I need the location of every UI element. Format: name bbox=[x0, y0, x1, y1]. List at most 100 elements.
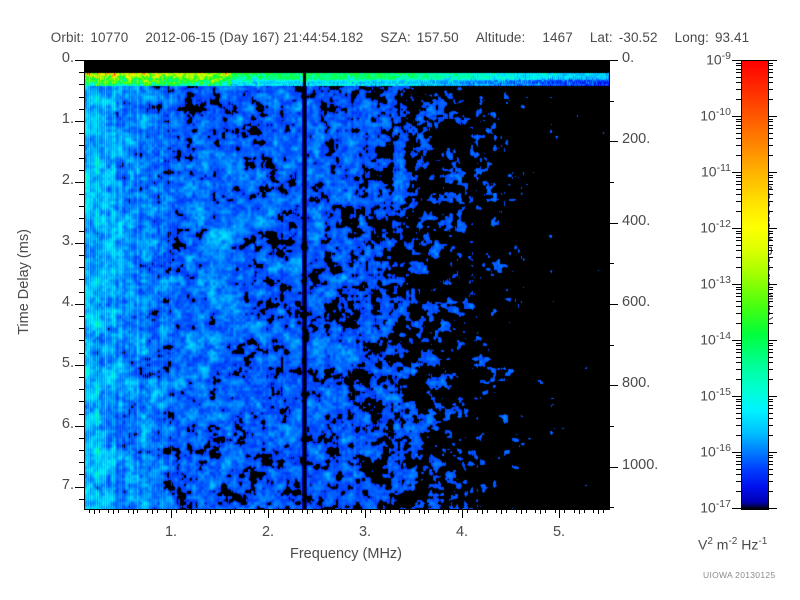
x-fine-tick bbox=[176, 509, 177, 513]
x-fine-tick bbox=[438, 509, 439, 513]
y-left-minor-tick bbox=[79, 316, 84, 317]
x-major-tick bbox=[462, 509, 463, 518]
x-fine-tick bbox=[283, 509, 284, 513]
colorbar-minor-tick-right bbox=[768, 245, 773, 246]
longitude-label: Long: bbox=[674, 30, 709, 45]
colorbar-minor-tick-left bbox=[736, 145, 741, 146]
y-left-major-tick bbox=[75, 487, 84, 488]
colorbar-minor-tick-left bbox=[736, 121, 741, 122]
colorbar-minor-tick-right bbox=[768, 201, 773, 202]
x-minor-tick bbox=[443, 509, 444, 514]
x-minor-tick bbox=[424, 509, 425, 514]
y-right-tick-label: 200. bbox=[622, 131, 651, 147]
colorbar-minor-tick-right bbox=[768, 323, 773, 324]
y-left-minor-tick bbox=[79, 438, 84, 439]
colorbar-minor-tick-right bbox=[768, 455, 773, 456]
colorbar-minor-tick-right bbox=[768, 491, 773, 492]
x-fine-tick bbox=[205, 509, 206, 513]
colorbar-minor-tick-right bbox=[768, 189, 773, 190]
colorbar-minor-tick-right bbox=[768, 82, 773, 83]
y-left-minor-tick bbox=[79, 499, 84, 500]
colorbar-minor-tick-right bbox=[768, 175, 773, 176]
colorbar-minor-tick-left bbox=[736, 293, 741, 294]
colorbar-minor-tick-right bbox=[768, 119, 773, 120]
colorbar-major-tick-right bbox=[768, 452, 777, 453]
colorbar-major-tick-right bbox=[768, 116, 777, 117]
colorbar-minor-tick-left bbox=[736, 237, 741, 238]
colorbar-minor-tick-right bbox=[768, 418, 773, 419]
x-fine-tick bbox=[147, 509, 148, 513]
altitude-label: Altitude: bbox=[475, 30, 526, 45]
y-left-minor-tick bbox=[79, 194, 84, 195]
colorbar-minor-tick-left bbox=[736, 99, 741, 100]
colorbar-major-tick-right bbox=[768, 396, 777, 397]
latitude-value: -30.52 bbox=[618, 30, 658, 45]
colorbar-minor-tick-left bbox=[736, 128, 741, 129]
colorbar-minor-tick-left bbox=[736, 184, 741, 185]
x-axis-title: Frequency (MHz) bbox=[290, 546, 402, 562]
x-minor-tick bbox=[521, 509, 522, 514]
x-fine-tick bbox=[273, 509, 274, 513]
colorbar-gradient bbox=[742, 61, 768, 509]
x-fine-tick bbox=[196, 509, 197, 513]
colorbar-minor-tick-left bbox=[736, 133, 741, 134]
colorbar-major-tick-left bbox=[732, 228, 741, 229]
y-right-minor-tick bbox=[609, 182, 614, 183]
altitude-value: 1467 bbox=[542, 30, 573, 45]
colorbar-minor-tick-right bbox=[768, 349, 773, 350]
colorbar-minor-tick-left bbox=[736, 349, 741, 350]
x-fine-tick bbox=[448, 509, 449, 513]
colorbar-minor-tick-right bbox=[768, 63, 773, 64]
x-fine-tick bbox=[506, 509, 507, 513]
x-fine-tick bbox=[89, 509, 90, 513]
x-fine-tick bbox=[380, 509, 381, 513]
x-tick-label: 4. bbox=[455, 524, 469, 540]
colorbar-minor-tick-left bbox=[736, 345, 741, 346]
colorbar-minor-tick-right bbox=[768, 405, 773, 406]
x-fine-tick bbox=[166, 509, 167, 513]
colorbar-major-tick-right bbox=[768, 284, 777, 285]
y-left-minor-tick bbox=[79, 328, 84, 329]
y-right-major-tick bbox=[609, 385, 618, 386]
y-right-major-tick bbox=[609, 60, 618, 61]
x-fine-tick bbox=[419, 509, 420, 513]
x-fine-tick bbox=[351, 509, 352, 513]
x-fine-tick bbox=[545, 509, 546, 513]
colorbar-major-tick-left bbox=[732, 452, 741, 453]
colorbar-tick-label: 10-10 bbox=[700, 106, 731, 124]
x-tick-label: 2. bbox=[261, 524, 275, 540]
x-minor-tick bbox=[404, 509, 405, 514]
colorbar-minor-tick-right bbox=[768, 231, 773, 232]
x-fine-tick bbox=[574, 509, 575, 513]
y-right-minor-tick bbox=[609, 101, 614, 102]
x-fine-tick bbox=[302, 509, 303, 513]
colorbar-minor-tick-right bbox=[768, 343, 773, 344]
colorbar-minor-tick-left bbox=[736, 399, 741, 400]
x-minor-tick bbox=[346, 509, 347, 514]
colorbar-minor-tick-right bbox=[768, 69, 773, 70]
y-left-major-tick bbox=[75, 426, 84, 427]
x-minor-tick bbox=[598, 509, 599, 514]
x-tick-label: 1. bbox=[164, 524, 178, 540]
y-left-minor-tick bbox=[79, 474, 84, 475]
x-fine-tick bbox=[516, 509, 517, 513]
colorbar-minor-tick-left bbox=[736, 379, 741, 380]
y-left-minor-tick bbox=[79, 377, 84, 378]
colorbar-minor-tick-left bbox=[736, 362, 741, 363]
orbit-label: Orbit: bbox=[50, 30, 85, 45]
colorbar-minor-tick-right bbox=[768, 464, 773, 465]
y-right-tick-label: 400. bbox=[622, 213, 651, 229]
colorbar-minor-tick-left bbox=[736, 201, 741, 202]
x-minor-tick bbox=[482, 509, 483, 514]
x-fine-tick bbox=[535, 509, 536, 513]
x-fine-tick bbox=[390, 509, 391, 513]
y-left-minor-tick bbox=[79, 279, 84, 280]
y-left-minor-tick bbox=[79, 206, 84, 207]
colorbar-minor-tick-left bbox=[736, 125, 741, 126]
x-fine-tick bbox=[322, 509, 323, 513]
x-fine-tick bbox=[603, 509, 604, 513]
colorbar-minor-tick-right bbox=[768, 194, 773, 195]
x-major-tick bbox=[268, 509, 269, 518]
colorbar-minor-tick-left bbox=[736, 250, 741, 251]
x-minor-tick bbox=[94, 509, 95, 514]
